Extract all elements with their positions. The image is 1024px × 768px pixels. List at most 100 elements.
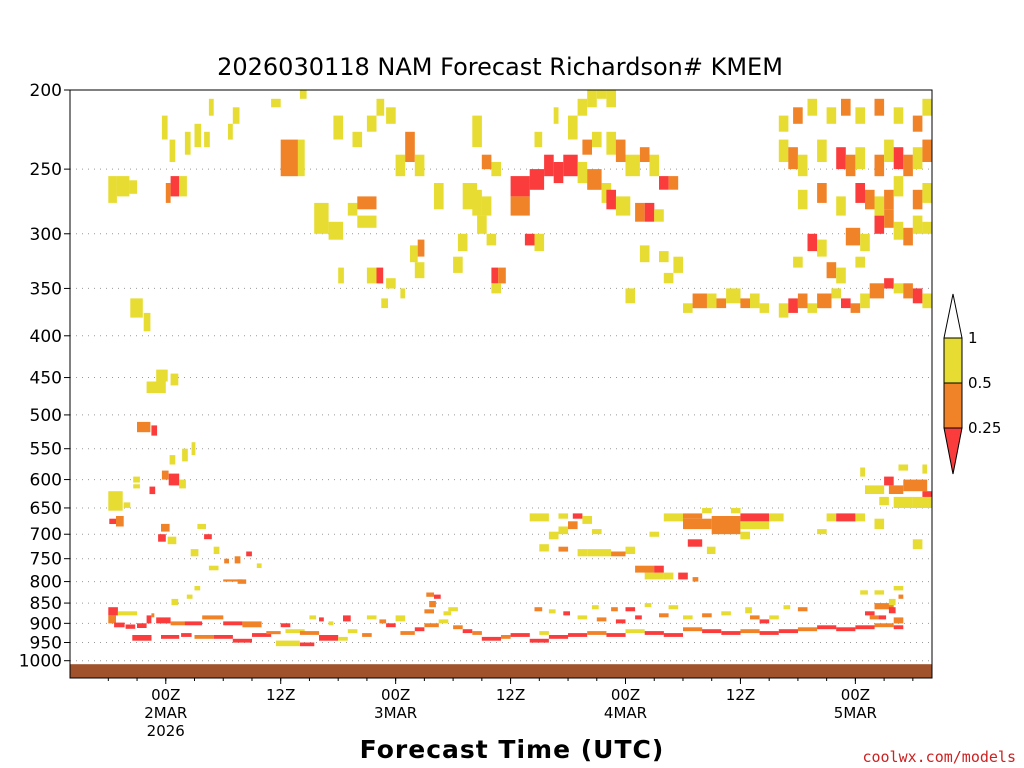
ri-cell <box>644 572 664 580</box>
x-tick-label: 4MAR <box>604 704 647 722</box>
ri-cell <box>577 162 588 184</box>
y-axis: 200 250 300 350 400 450 500 550 600 650 700 750 8008… <box>19 81 70 672</box>
ri-cell <box>706 546 716 554</box>
ri-cell <box>169 139 176 162</box>
ri-cell <box>855 107 865 124</box>
ri-cell <box>213 546 220 554</box>
ri-cell <box>778 303 789 318</box>
y-tick-label: 800 <box>30 573 62 593</box>
credit-text[interactable]: coolwx.com/models <box>862 748 1016 766</box>
ri-cell <box>836 627 856 632</box>
ri-cell <box>888 607 896 614</box>
ri-cell <box>333 115 343 140</box>
y-tick-label: 900 <box>30 614 62 634</box>
ri-cell <box>438 619 449 624</box>
ri-cell <box>338 267 344 284</box>
ri-cell <box>132 635 152 641</box>
ri-cell <box>817 529 827 535</box>
ri-cell <box>912 539 923 550</box>
ri-cell <box>472 631 482 635</box>
ri-cell <box>130 298 143 318</box>
ri-cell <box>663 572 674 580</box>
legend-label: 1 <box>968 329 978 347</box>
ri-cell <box>357 196 377 210</box>
ri-cell <box>893 496 913 508</box>
ri-cell <box>237 579 247 584</box>
ri-cell <box>524 233 535 246</box>
ri-cell <box>726 288 741 304</box>
ri-cell <box>922 98 932 116</box>
ri-cell <box>429 601 436 608</box>
ri-cell <box>347 202 358 216</box>
ri-cell <box>246 551 252 557</box>
ri-cell <box>702 507 712 514</box>
ri-cell <box>170 621 185 626</box>
ri-cell <box>692 293 707 309</box>
ri-cell <box>898 594 904 599</box>
ri-cell <box>788 147 798 170</box>
legend-label: 0.25 <box>968 419 1001 437</box>
legend-label: 0.5 <box>968 374 992 392</box>
ri-cell <box>826 262 837 279</box>
ri-cell <box>625 546 636 554</box>
ri-cell <box>869 283 885 299</box>
ri-cell <box>426 592 434 597</box>
ri-cell <box>179 176 187 197</box>
ri-cell <box>280 623 291 628</box>
ri-cell <box>659 251 669 263</box>
ri-cell <box>252 633 272 637</box>
legend-bin <box>943 382 963 429</box>
y-tick-label: 750 <box>30 550 62 570</box>
ri-cell <box>817 293 832 309</box>
ri-cell <box>299 90 307 99</box>
ri-cell <box>884 139 894 162</box>
ri-cell <box>702 613 712 618</box>
ri-cell <box>204 131 210 148</box>
ri-cell <box>242 621 262 628</box>
x-tick-label: 2MAR <box>144 704 187 722</box>
ri-cell <box>328 621 334 626</box>
ri-cell <box>893 625 904 630</box>
ri-cell <box>874 590 885 595</box>
ri-cell <box>841 98 851 116</box>
ri-cell <box>156 617 171 624</box>
ri-cell <box>510 196 530 216</box>
ri-cell <box>836 147 846 170</box>
ri-cell <box>817 183 827 203</box>
ri-cell <box>161 470 169 480</box>
ri-cell <box>874 623 894 628</box>
ri-cell <box>481 196 492 216</box>
ri-cell <box>888 598 896 606</box>
ri-cell <box>161 115 168 140</box>
ri-cell <box>133 476 140 483</box>
ri-cell <box>129 180 138 194</box>
ri-cell <box>457 233 468 252</box>
ri-cell <box>534 607 543 612</box>
ri-cell <box>793 107 803 124</box>
ri-cell <box>338 636 348 641</box>
ri-cell <box>414 262 425 279</box>
ri-cell <box>730 507 741 514</box>
ri-cell <box>376 267 384 284</box>
ri-cell <box>879 496 889 506</box>
ri-cell <box>855 147 865 170</box>
ri-cell <box>615 196 631 216</box>
ri-cell <box>644 603 652 608</box>
ri-cell <box>668 176 679 190</box>
ri-cell <box>740 629 760 634</box>
ri-cell <box>204 534 212 540</box>
y-tick-label: 600 <box>30 471 62 491</box>
ri-cell <box>548 635 569 639</box>
ri-cell <box>577 98 588 116</box>
ri-cell <box>893 617 904 624</box>
ri-cell <box>424 609 434 614</box>
ri-cell <box>592 605 599 610</box>
ri-cell <box>184 131 191 155</box>
ri-cell <box>366 267 377 284</box>
ri-cell <box>797 627 818 632</box>
ri-cell <box>860 233 870 252</box>
ri-cell <box>568 521 578 530</box>
y-tick-label: 450 <box>30 369 62 389</box>
ri-cell <box>352 131 363 148</box>
ri-cell <box>108 491 123 511</box>
